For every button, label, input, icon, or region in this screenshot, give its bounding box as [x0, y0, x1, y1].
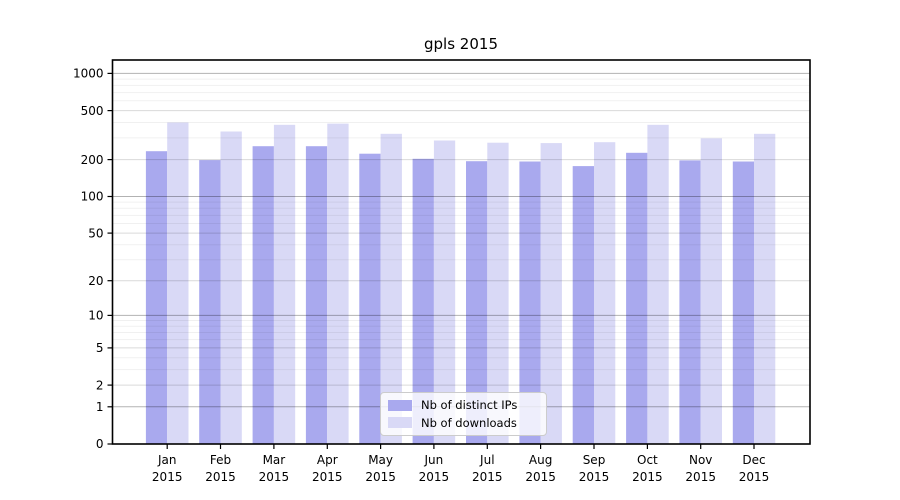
legend-item-downloads: Nb of downloads: [388, 416, 539, 430]
y-tick-label-5: 5: [96, 341, 104, 355]
y-tick-label-500: 500: [81, 104, 104, 118]
x-tick-label-year-mar: 2015: [259, 470, 290, 484]
y-tick-label-1: 1: [96, 400, 104, 414]
y-tick-label-0: 0: [96, 437, 104, 451]
x-tick-label-month-jul: Jul: [479, 453, 494, 467]
bar-distinct-ips-feb: [199, 160, 221, 444]
bar-downloads-jun: [433, 140, 456, 444]
x-tick-label-month-feb: Feb: [210, 453, 231, 467]
y-tick-label-200: 200: [81, 153, 104, 167]
bar-downloads-apr: [327, 123, 349, 444]
x-tick-label-year-feb: 2015: [205, 470, 236, 484]
legend-swatch-distinct-ips: [388, 399, 412, 411]
bar-distinct-ips-may: [359, 153, 381, 444]
y-tick-label-1000: 1000: [73, 67, 104, 81]
x-tick-label-year-aug: 2015: [525, 470, 556, 484]
x-tick-label-year-oct: 2015: [632, 470, 663, 484]
bar-distinct-ips-sep: [572, 166, 594, 444]
bar-downloads-sep: [594, 142, 616, 444]
legend: Nb of distinct IPs Nb of downloads: [380, 392, 547, 436]
bar-distinct-ips-oct: [626, 152, 648, 445]
plot-border: [111, 59, 811, 445]
bar-downloads-oct: [647, 124, 669, 445]
x-tick-label-month-may: May: [368, 453, 393, 467]
y-tick-label-2: 2: [96, 378, 104, 392]
bar-downloads-feb: [220, 131, 242, 444]
bar-downloads-mar: [273, 124, 296, 445]
x-tick-label-month-oct: Oct: [637, 453, 658, 467]
y-tick-label-100: 100: [81, 190, 104, 204]
x-tick-label-year-nov: 2015: [685, 470, 716, 484]
chart-title: gpls 2015: [424, 35, 498, 53]
bar-downloads-jul: [487, 142, 509, 444]
bar-distinct-ips-jan: [145, 151, 168, 444]
legend-item-distinct-ips: Nb of distinct IPs: [388, 398, 539, 412]
y-tick-label-20: 20: [88, 274, 103, 288]
x-tick-label-month-dec: Dec: [742, 453, 765, 467]
bar-downloads-dec: [754, 133, 776, 445]
legend-label-downloads: Nb of downloads: [421, 415, 517, 430]
x-tick-label-month-aug: Aug: [529, 453, 552, 467]
x-tick-label-year-jun: 2015: [419, 470, 450, 484]
x-tick-label-year-apr: 2015: [312, 470, 343, 484]
x-tick-label-month-jun: Jun: [424, 453, 444, 467]
y-tick-label-10: 10: [88, 309, 103, 323]
bar-downloads-may: [380, 133, 402, 445]
x-tick-label-year-dec: 2015: [739, 470, 770, 484]
legend-swatch-downloads: [388, 417, 412, 429]
bar-downloads-aug: [540, 143, 562, 444]
x-tick-label-year-jul: 2015: [472, 470, 503, 484]
legend-label-distinct-ips: Nb of distinct IPs: [421, 398, 518, 413]
x-tick-label-month-nov: Nov: [689, 453, 712, 467]
x-tick-label-month-apr: Apr: [317, 453, 338, 467]
y-tick-label-50: 50: [88, 226, 103, 240]
bar-distinct-ips-aug: [519, 161, 541, 444]
x-tick-label-month-sep: Sep: [583, 453, 606, 467]
bar-distinct-ips-jun: [412, 158, 434, 445]
bar-distinct-ips-mar: [252, 146, 274, 444]
bar-distinct-ips-nov: [679, 160, 701, 444]
x-tick-label-year-jan: 2015: [152, 470, 183, 484]
x-tick-label-month-jan: Jan: [157, 453, 177, 467]
bar-distinct-ips-apr: [305, 146, 328, 444]
bar-downloads-nov: [700, 138, 722, 445]
x-tick-label-year-sep: 2015: [579, 470, 610, 484]
bar-distinct-ips-jul: [466, 161, 488, 444]
x-tick-label-year-may: 2015: [365, 470, 396, 484]
x-tick-label-month-mar: Mar: [263, 453, 286, 467]
bar-distinct-ips-dec: [732, 161, 755, 444]
bar-downloads-jan: [167, 122, 189, 444]
